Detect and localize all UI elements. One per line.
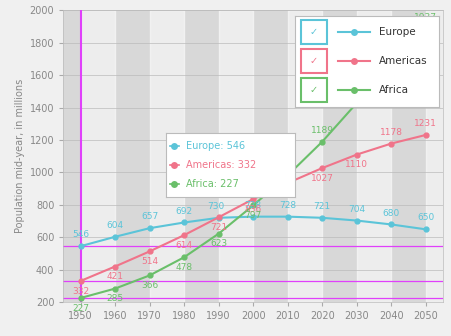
- Text: 421: 421: [106, 272, 123, 281]
- Text: 623: 623: [210, 239, 227, 248]
- Text: 728: 728: [278, 201, 295, 210]
- Text: 1427: 1427: [345, 87, 367, 96]
- Text: 657: 657: [141, 212, 158, 221]
- Bar: [218, 10, 253, 302]
- Text: 514: 514: [141, 257, 158, 266]
- Bar: [356, 10, 390, 302]
- Text: 728: 728: [244, 201, 261, 210]
- Text: 836: 836: [244, 205, 261, 214]
- Text: 1110: 1110: [345, 160, 368, 169]
- Text: 604: 604: [106, 221, 123, 230]
- Text: 478: 478: [175, 263, 192, 272]
- Text: 1937: 1937: [413, 13, 436, 22]
- Text: 332: 332: [72, 287, 89, 296]
- Text: 650: 650: [416, 213, 433, 222]
- Text: 227: 227: [72, 303, 89, 312]
- Text: 366: 366: [141, 281, 158, 290]
- Text: 1178: 1178: [379, 128, 402, 137]
- Y-axis label: Population mid-year, in millions: Population mid-year, in millions: [15, 79, 25, 234]
- Text: 704: 704: [347, 205, 364, 214]
- Text: 721: 721: [313, 202, 330, 211]
- Text: 285: 285: [106, 294, 123, 303]
- Text: 797: 797: [244, 211, 261, 220]
- Bar: [80, 10, 115, 302]
- Text: 692: 692: [175, 207, 192, 216]
- Text: 546: 546: [72, 230, 89, 239]
- Text: 1027: 1027: [310, 174, 333, 183]
- Bar: [149, 10, 184, 302]
- Text: 730: 730: [207, 202, 224, 211]
- Bar: [287, 10, 322, 302]
- Text: 935: 935: [278, 167, 295, 176]
- Text: 1231: 1231: [414, 119, 436, 128]
- Text: 721: 721: [210, 223, 227, 232]
- Text: 1189: 1189: [310, 126, 333, 135]
- Text: 680: 680: [382, 209, 399, 217]
- Text: 982: 982: [278, 181, 295, 190]
- Text: 614: 614: [175, 241, 192, 250]
- Text: 1686: 1686: [379, 45, 402, 54]
- Bar: [425, 10, 451, 302]
